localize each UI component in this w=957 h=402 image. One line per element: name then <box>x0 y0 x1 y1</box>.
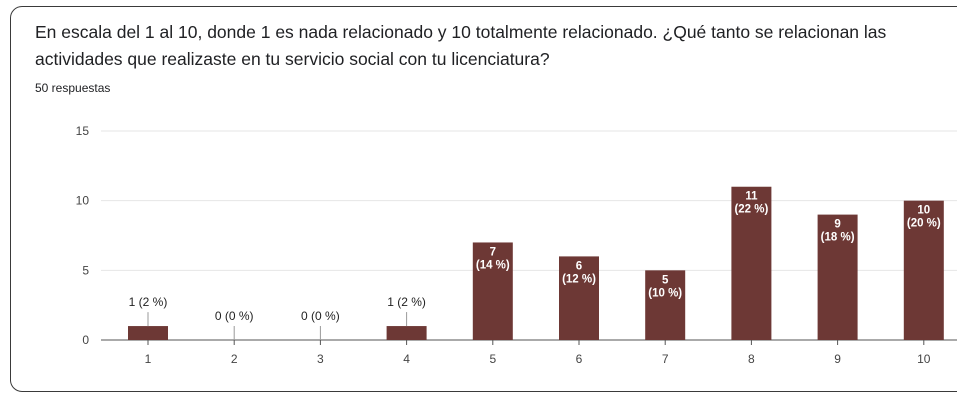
y-tick-label: 10 <box>76 194 90 208</box>
data-label: 0 (0 %) <box>301 309 340 323</box>
x-tick-label: 7 <box>662 352 669 366</box>
bar <box>731 186 772 340</box>
data-label-count: 10 <box>917 205 930 217</box>
x-tick-label: 10 <box>917 352 931 366</box>
data-label-count: 7 <box>490 246 496 258</box>
bar <box>128 326 168 340</box>
bar <box>472 242 513 340</box>
data-label-percent: (10 %) <box>648 287 682 299</box>
response-count: 50 respuestas <box>35 81 111 95</box>
x-tick-label: 1 <box>145 352 152 366</box>
y-tick-label: 15 <box>76 124 90 138</box>
bar <box>386 326 427 340</box>
data-label: 0 (0 %) <box>215 309 254 323</box>
x-tick-label: 5 <box>489 352 496 366</box>
data-label-percent: (12 %) <box>562 273 596 285</box>
data-label-percent: (20 %) <box>907 218 941 230</box>
x-tick-label: 4 <box>403 352 410 366</box>
x-tick-label: 9 <box>834 352 841 366</box>
bar <box>903 200 944 340</box>
bar <box>559 256 599 340</box>
question-title: En escala del 1 al 10, donde 1 es nada r… <box>35 22 887 69</box>
chart-card: En escala del 1 al 10, donde 1 es nada r… <box>10 6 957 392</box>
data-label-percent: (14 %) <box>476 259 510 271</box>
data-label-count: 5 <box>662 274 669 286</box>
data-label: 1 (2 %) <box>387 295 426 309</box>
bar-chart: 0 5 10 15 1 1 (2 %) 2 0 (0 %) 3 0 (0 %) 4 1 (2 %) 5 7… <box>76 124 957 366</box>
data-label-percent: (18 %) <box>821 232 855 244</box>
data-label: 1 (2 %) <box>129 295 168 309</box>
data-label-count: 6 <box>576 260 582 272</box>
data-label-percent: (22 %) <box>734 204 768 216</box>
x-tick-label: 3 <box>317 352 324 366</box>
x-tick-label: 6 <box>576 352 583 366</box>
y-tick-label: 0 <box>82 333 89 347</box>
x-tick-label: 8 <box>748 352 755 366</box>
bar <box>817 214 858 340</box>
data-label-count: 11 <box>745 191 758 203</box>
y-tick-label: 5 <box>82 263 89 277</box>
x-tick-label: 2 <box>231 352 238 366</box>
data-label-count: 9 <box>834 219 840 231</box>
bar <box>645 270 686 340</box>
